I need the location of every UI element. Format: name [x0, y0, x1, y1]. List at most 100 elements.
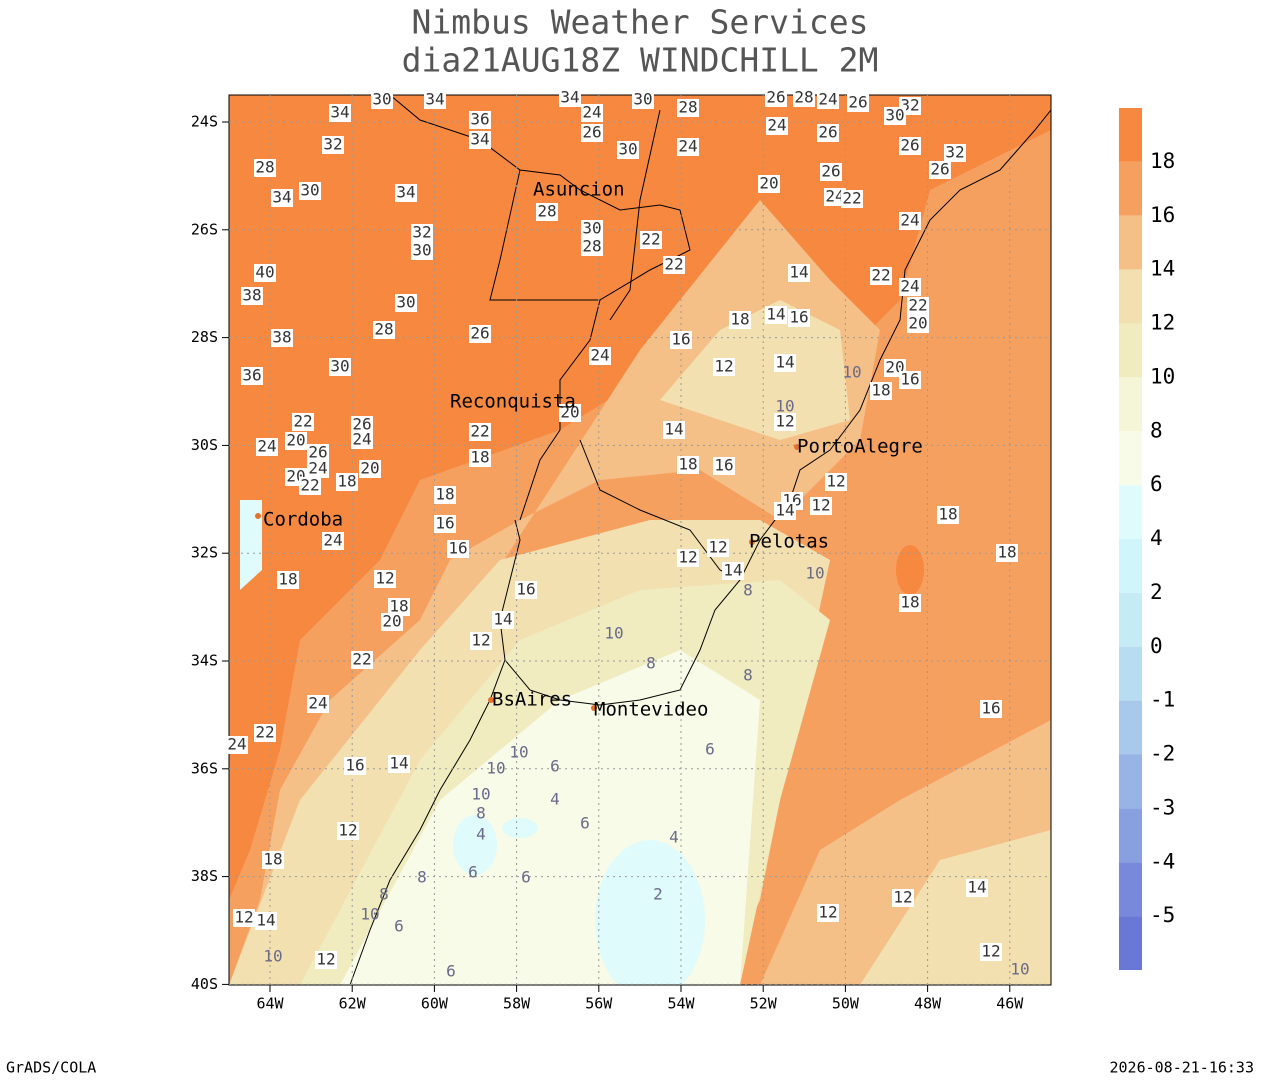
contour-label: 12 [981, 942, 1000, 961]
contour-label-box [670, 331, 692, 349]
contour-label-box [434, 486, 456, 504]
colorbar-swatch [1119, 646, 1142, 701]
contour-label-box [589, 347, 611, 365]
contour-label: 18 [871, 381, 890, 400]
contour-label-box [559, 89, 581, 107]
colorbar-swatch [1119, 269, 1142, 324]
contour-label: 16 [981, 699, 1000, 718]
lon-tick-label: 64W [256, 995, 284, 1013]
contour-label-box [241, 367, 263, 385]
lat-tick-label: 28S [191, 328, 218, 346]
contour-label: 10 [509, 743, 528, 762]
contour-label: 22 [300, 476, 319, 495]
contour-label-box [374, 570, 396, 588]
contour-label: 20 [560, 403, 579, 422]
contour-label: 24 [900, 277, 919, 296]
colorbar-swatch [1119, 592, 1142, 647]
contour-label-box [254, 159, 276, 177]
contour-label-box [810, 497, 832, 515]
contour-label: 16 [345, 756, 364, 775]
contour-label: 10 [604, 624, 623, 643]
contour-label: 10 [775, 397, 794, 416]
city-marker [488, 697, 494, 703]
contour-label-box [766, 117, 788, 135]
contour-label: 20 [759, 174, 778, 193]
contour-label: 28 [374, 320, 393, 339]
contour-label-box [299, 477, 321, 495]
contour-label: 36 [470, 110, 489, 129]
contour-label-box [469, 449, 491, 467]
contour-label: 24 [308, 694, 327, 713]
contour-label-box [371, 91, 393, 109]
contour-label: 6 [580, 814, 590, 833]
contour-label: 18 [730, 310, 749, 329]
contour-label: 26 [766, 88, 785, 107]
contour-label-box [765, 306, 787, 324]
contour-label-box [581, 124, 603, 142]
contour-label-box [337, 822, 359, 840]
contour-label: 16 [516, 580, 535, 599]
contour-label-box [255, 912, 277, 930]
contour-label: 20 [286, 431, 305, 450]
contour-label: 6 [550, 757, 560, 776]
lat-tick-label: 36S [191, 759, 218, 777]
contour-label-box [447, 540, 469, 558]
colorbar-label: 12 [1150, 311, 1175, 335]
city-label: Asuncion [533, 179, 625, 201]
contour-label-box [307, 444, 329, 462]
contour-label: 14 [493, 610, 512, 629]
contour-label-box [233, 909, 255, 927]
contour-label-box [351, 651, 373, 669]
contour-label-box [262, 851, 284, 869]
contour-label: 6 [705, 740, 715, 759]
colorbar-label: -1 [1150, 688, 1175, 712]
colorbar-swatch [1119, 862, 1142, 917]
contour-label-box [336, 473, 358, 491]
contour-label: 38 [272, 328, 291, 347]
lon-tick-label: 58W [503, 995, 531, 1013]
contour-label-box [817, 124, 839, 142]
colorbar-label: 16 [1150, 203, 1175, 227]
contour-label-box [825, 473, 847, 491]
city-label: Pelotas [749, 531, 829, 553]
subtitle: dia21AUG18Z WINDCHILL 2M [402, 41, 879, 80]
contour-label-box [907, 315, 929, 333]
contour-label: 38 [242, 286, 261, 305]
contour-label: 12 [714, 357, 733, 376]
contour-label: 24 [323, 531, 342, 550]
contour-label: 22 [908, 296, 927, 315]
contour-label: 6 [521, 868, 531, 887]
contour-label: 32 [945, 143, 964, 162]
colorbar-swatch [1119, 539, 1142, 593]
contour-label-box [817, 904, 839, 922]
contour-label: 18 [435, 485, 454, 504]
colorbar-label: 4 [1150, 526, 1163, 550]
lon-tick-label: 48W [914, 995, 942, 1013]
contour-label-box [322, 136, 344, 154]
contour-label-box [271, 189, 293, 207]
colorbar-label: -3 [1150, 795, 1175, 819]
contour-label-box [774, 413, 796, 431]
colorbar-swatch [1119, 485, 1142, 539]
contour-label-box [388, 755, 410, 773]
contour-label-box [581, 238, 603, 256]
contour-label-box [470, 632, 492, 650]
contour-label-box [344, 757, 366, 775]
contour-label-box [707, 539, 729, 557]
contour-label: 22 [664, 255, 683, 274]
colorbar-swatch [1119, 215, 1142, 270]
colorbar-label: 2 [1150, 580, 1163, 604]
contour-label: 16 [435, 514, 454, 533]
contour-label: 10 [263, 947, 282, 966]
contour-label: 26 [582, 123, 601, 142]
contour-label: 28 [678, 98, 697, 117]
contour-label-box [536, 203, 558, 221]
contour-label: 4 [476, 825, 486, 844]
contour-label: 8 [646, 654, 656, 673]
contour-label: 24 [900, 211, 919, 230]
colorbar-label: 14 [1150, 257, 1175, 281]
contour-label: 28 [255, 158, 274, 177]
contour-label-box [292, 413, 314, 431]
contour-label-box [944, 144, 966, 162]
contour-label-box [256, 438, 278, 456]
